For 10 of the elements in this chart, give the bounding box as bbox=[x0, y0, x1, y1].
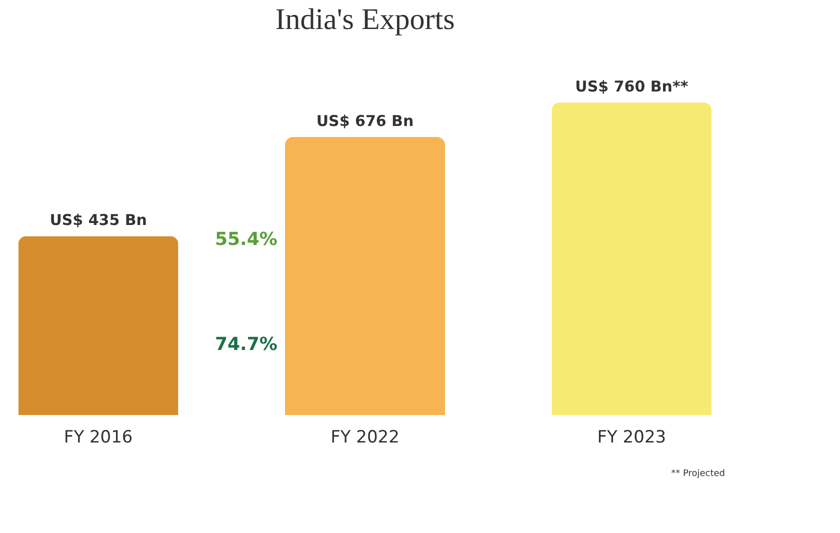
data-label: US$ 435 Bn bbox=[50, 211, 147, 230]
x-tick-label: FY 2022 bbox=[330, 428, 400, 448]
annotation: 74.7% bbox=[214, 334, 278, 355]
data-label: US$ 676 Bn bbox=[316, 112, 414, 130]
data-label: US$ 760 Bn** bbox=[575, 78, 688, 96]
x-tick-label: FY 2016 bbox=[64, 428, 133, 448]
x-tick-label: FY 2023 bbox=[597, 428, 666, 448]
annotation: 55.4% bbox=[214, 229, 278, 250]
chart-title: India's Exports bbox=[275, 3, 455, 36]
text: ** Projected bbox=[671, 469, 725, 479]
